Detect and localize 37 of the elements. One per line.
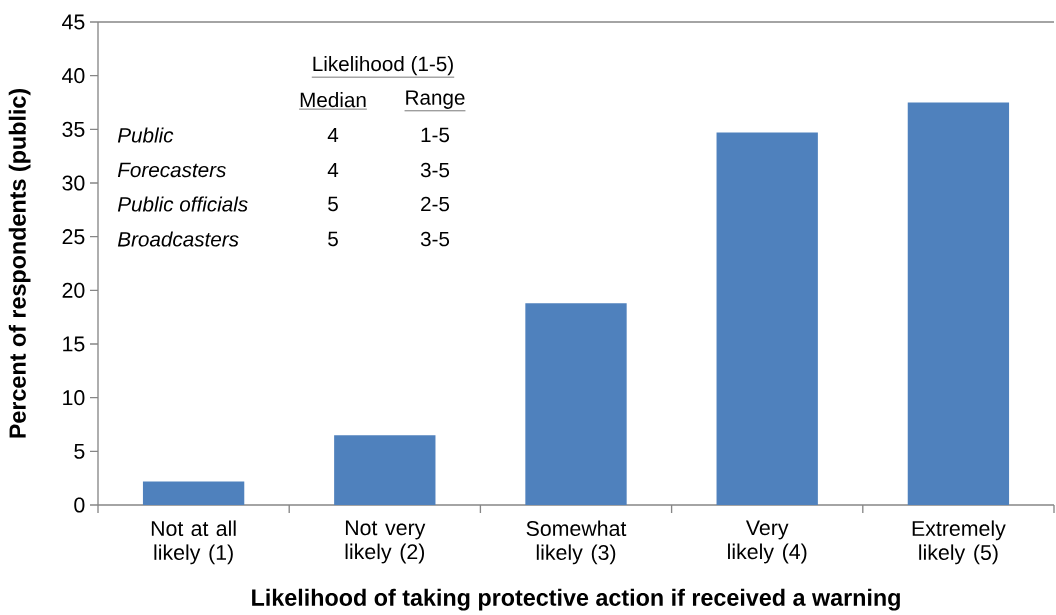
- annotation: Public officials: [117, 196, 248, 212]
- y-tick-label: 40: [62, 68, 85, 84]
- annotation: 1-5: [421, 127, 450, 143]
- y-tick-label: 35: [62, 121, 85, 137]
- y-axis-title: Percent of respondents (public): [8, 89, 31, 438]
- annotation: 4: [327, 162, 339, 178]
- annotation: Broadcasters: [117, 231, 239, 247]
- y-tick-label: 10: [63, 390, 85, 406]
- annotation: 3-5: [420, 231, 450, 247]
- annotation: 3-5: [420, 162, 450, 178]
- bar: [716, 132, 818, 505]
- annotation: Range: [406, 90, 465, 109]
- annotation: Forecasters: [117, 162, 226, 178]
- y-tick-label: 30: [62, 175, 85, 191]
- y-tick-label: 0: [74, 497, 85, 513]
- annotation: 5: [328, 231, 338, 247]
- y-tick-label: 20: [62, 282, 85, 298]
- bar: [334, 435, 436, 505]
- x-tick-label: Very likely (4): [728, 520, 807, 564]
- bar: [525, 303, 627, 505]
- y-tick-label: 15: [63, 336, 85, 352]
- y-tick-label: 5: [74, 443, 85, 459]
- x-tick-label: Somewhat likely (3): [526, 520, 627, 565]
- x-tick-label: Not very likely (2): [345, 520, 426, 564]
- bar: [142, 481, 245, 505]
- x-tick-label: Not at all likely (1): [151, 520, 236, 565]
- bar: [907, 102, 1010, 505]
- annotation: Public: [117, 127, 174, 143]
- annotation: 5: [328, 196, 338, 212]
- annotation: Likelihood (1-5): [313, 56, 453, 76]
- annotation: 2-5: [421, 196, 450, 212]
- x-axis-title: Likelihood of taking protective action if received a warning: [252, 588, 900, 611]
- y-tick-label: 25: [62, 229, 85, 245]
- y-tick-label: 45: [62, 14, 85, 30]
- x-tick-label: Extremely likely (5): [912, 520, 1006, 565]
- annotation: Median: [300, 92, 366, 108]
- annotation: 4: [327, 127, 339, 143]
